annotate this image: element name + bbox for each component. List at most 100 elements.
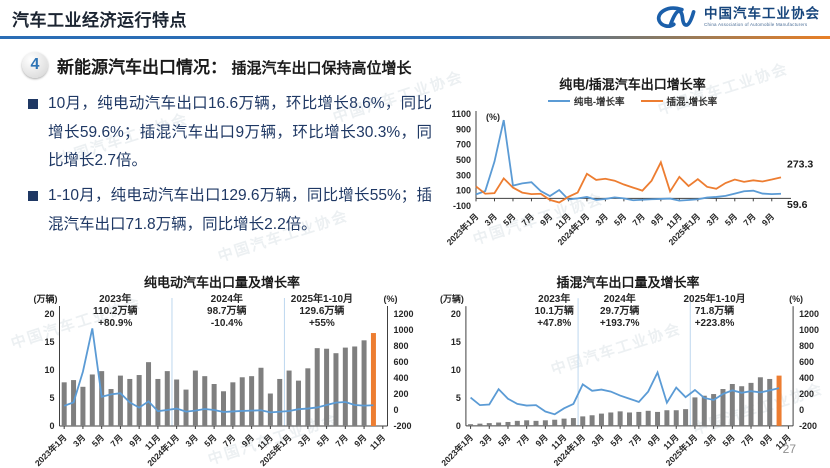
svg-text:7月: 7月 bbox=[108, 432, 124, 448]
svg-text:5月: 5月 bbox=[608, 432, 624, 448]
svg-text:(万辆): (万辆) bbox=[440, 293, 464, 304]
svg-text:3月: 3月 bbox=[702, 432, 718, 448]
svg-text:9月: 9月 bbox=[758, 432, 774, 448]
svg-text:3月: 3月 bbox=[71, 432, 87, 448]
svg-text:20: 20 bbox=[451, 309, 461, 319]
svg-text:0: 0 bbox=[456, 421, 461, 431]
page-title: 汽车工业经济运行特点 bbox=[12, 11, 187, 30]
svg-text:600: 600 bbox=[799, 357, 814, 367]
svg-text:9月: 9月 bbox=[352, 432, 368, 448]
svg-text:5月: 5月 bbox=[496, 432, 512, 448]
chart-title: 纯电动汽车出口量及增长率 bbox=[143, 275, 300, 290]
svg-text:7月: 7月 bbox=[515, 432, 531, 448]
chart-legend: 纯电-增长率 插混-增长率 bbox=[436, 94, 829, 108]
svg-text:500: 500 bbox=[456, 155, 471, 165]
svg-text:7月: 7月 bbox=[333, 432, 349, 448]
bar-chart-plot: 20 15 10 5 0 1200 1000 800 600 400 200 0 -200 (万辆) (%)… bbox=[439, 292, 819, 468]
svg-text:9月: 9月 bbox=[646, 432, 662, 448]
svg-text:2023年: 2023年 bbox=[538, 292, 570, 305]
svg-text:100: 100 bbox=[456, 186, 471, 196]
svg-text:7月: 7月 bbox=[741, 211, 757, 227]
bullet-square-icon bbox=[28, 191, 38, 202]
svg-text:1000: 1000 bbox=[394, 325, 414, 335]
svg-text:-100: -100 bbox=[453, 201, 471, 211]
chart-phev-export-volume: 插混汽车出口量及增长率 20 15 10 5 0 1200 1000 800 600 400 200… bbox=[426, 272, 830, 468]
chart-title: 插混汽车出口量及增长率 bbox=[556, 275, 700, 290]
svg-text:5: 5 bbox=[49, 393, 54, 403]
svg-text:2025年1-10月: 2025年1-10月 bbox=[684, 292, 746, 305]
header-divider bbox=[0, 36, 830, 39]
svg-text:+193.7%: +193.7% bbox=[600, 318, 640, 329]
svg-text:3月: 3月 bbox=[477, 432, 493, 448]
bar-chart-plot: 20 15 10 5 0 1200 1000 800 600 400 200 0 -200 (万辆) (%)… bbox=[33, 292, 414, 468]
svg-text:7月: 7月 bbox=[519, 211, 535, 227]
svg-text:29.7万辆: 29.7万辆 bbox=[600, 304, 639, 317]
cama-logo: 中国汽车工业协会 China Association of Automobile… bbox=[654, 4, 820, 30]
svg-text:(%): (%) bbox=[384, 294, 398, 304]
svg-text:2023年1月: 2023年1月 bbox=[445, 211, 481, 247]
svg-text:1100: 1100 bbox=[451, 109, 471, 119]
section-heading: 4 新能源汽车出口情况： 插混汽车出口保持高位增长 bbox=[22, 52, 411, 78]
svg-text:5月: 5月 bbox=[612, 211, 628, 227]
svg-text:5月: 5月 bbox=[315, 432, 331, 448]
svg-text:9月: 9月 bbox=[538, 211, 554, 227]
chart-bev-export-volume: 纯电动汽车出口量及增长率 20 15 10 5 0 1200 1000 800 600 400 20… bbox=[18, 272, 426, 468]
svg-text:3月: 3月 bbox=[593, 211, 609, 227]
svg-text:400: 400 bbox=[394, 373, 409, 383]
cama-logo-mark bbox=[656, 6, 696, 28]
section-number-badge: 4 bbox=[22, 52, 48, 78]
svg-text:3月: 3月 bbox=[296, 432, 312, 448]
svg-text:(%): (%) bbox=[486, 112, 500, 122]
svg-text:5月: 5月 bbox=[90, 432, 106, 448]
bullet-text: 1-10月，纯电动汽车出口129.6万辆，同比增长55%；插混汽车出口71.8万… bbox=[48, 187, 432, 233]
svg-text:3月: 3月 bbox=[589, 432, 605, 448]
svg-text:800: 800 bbox=[394, 341, 409, 351]
svg-text:400: 400 bbox=[799, 373, 814, 383]
svg-text:300: 300 bbox=[456, 170, 471, 180]
svg-text:600: 600 bbox=[394, 357, 409, 367]
chart-title: 纯电/插混汽车出口增长率 bbox=[559, 77, 706, 92]
svg-text:0: 0 bbox=[49, 421, 54, 431]
legend-item: 纯电-增长率 bbox=[547, 94, 625, 108]
bullet-item: 10月，纯电动汽车出口16.6万辆，环比增长8.6%，同比增长59.6%；插混汽… bbox=[28, 90, 432, 176]
svg-text:5月: 5月 bbox=[202, 432, 218, 448]
svg-text:7月: 7月 bbox=[627, 432, 643, 448]
svg-text:9月: 9月 bbox=[533, 432, 549, 448]
svg-text:129.6万辆: 129.6万辆 bbox=[299, 304, 344, 317]
svg-text:3月: 3月 bbox=[482, 211, 498, 227]
svg-text:(%): (%) bbox=[789, 294, 803, 304]
bullet-square-icon bbox=[28, 99, 38, 109]
svg-text:200: 200 bbox=[394, 389, 409, 399]
bullet-list: 10月，纯电动汽车出口16.6万辆，环比增长8.6%，同比增长59.6%；插混汽… bbox=[28, 90, 432, 245]
svg-text:11月: 11月 bbox=[368, 432, 387, 451]
bullet-text: 10月，纯电动汽车出口16.6万辆，环比增长8.6%，同比增长59.6%；插混汽… bbox=[48, 95, 432, 170]
svg-text:+55%: +55% bbox=[309, 318, 335, 329]
svg-text:10.1万辆: 10.1万辆 bbox=[535, 304, 574, 317]
svg-text:3月: 3月 bbox=[704, 211, 720, 227]
svg-text:9月: 9月 bbox=[240, 432, 256, 448]
svg-text:5月: 5月 bbox=[720, 432, 736, 448]
svg-text:900: 900 bbox=[456, 124, 471, 134]
svg-text:10: 10 bbox=[44, 365, 54, 375]
svg-text:2024年: 2024年 bbox=[211, 292, 243, 305]
svg-text:9月: 9月 bbox=[760, 211, 776, 227]
legend-item: 插混-增长率 bbox=[640, 94, 717, 108]
page-number: 27 bbox=[782, 442, 796, 456]
svg-text:-10.4%: -10.4% bbox=[211, 318, 243, 329]
svg-text:+80.9%: +80.9% bbox=[98, 318, 132, 329]
svg-text:1000: 1000 bbox=[799, 325, 819, 335]
svg-text:9月: 9月 bbox=[127, 432, 143, 448]
svg-text:2023年: 2023年 bbox=[99, 292, 131, 305]
svg-text:98.7万辆: 98.7万辆 bbox=[207, 304, 246, 317]
svg-text:15: 15 bbox=[44, 337, 54, 347]
svg-text:2023年1月: 2023年1月 bbox=[33, 432, 69, 468]
svg-text:71.8万辆: 71.8万辆 bbox=[695, 304, 734, 317]
bullet-item: 1-10月，纯电动汽车出口129.6万辆，同比增长55%；插混汽车出口71.8万… bbox=[28, 182, 432, 239]
svg-text:3月: 3月 bbox=[183, 432, 199, 448]
svg-text:+223.8%: +223.8% bbox=[695, 318, 735, 329]
section-subtitle: 插混汽车出口保持高位增长 bbox=[231, 59, 412, 77]
svg-text:+47.8%: +47.8% bbox=[537, 318, 571, 329]
svg-text:7月: 7月 bbox=[739, 432, 755, 448]
svg-text:2023年1月: 2023年1月 bbox=[439, 432, 475, 468]
